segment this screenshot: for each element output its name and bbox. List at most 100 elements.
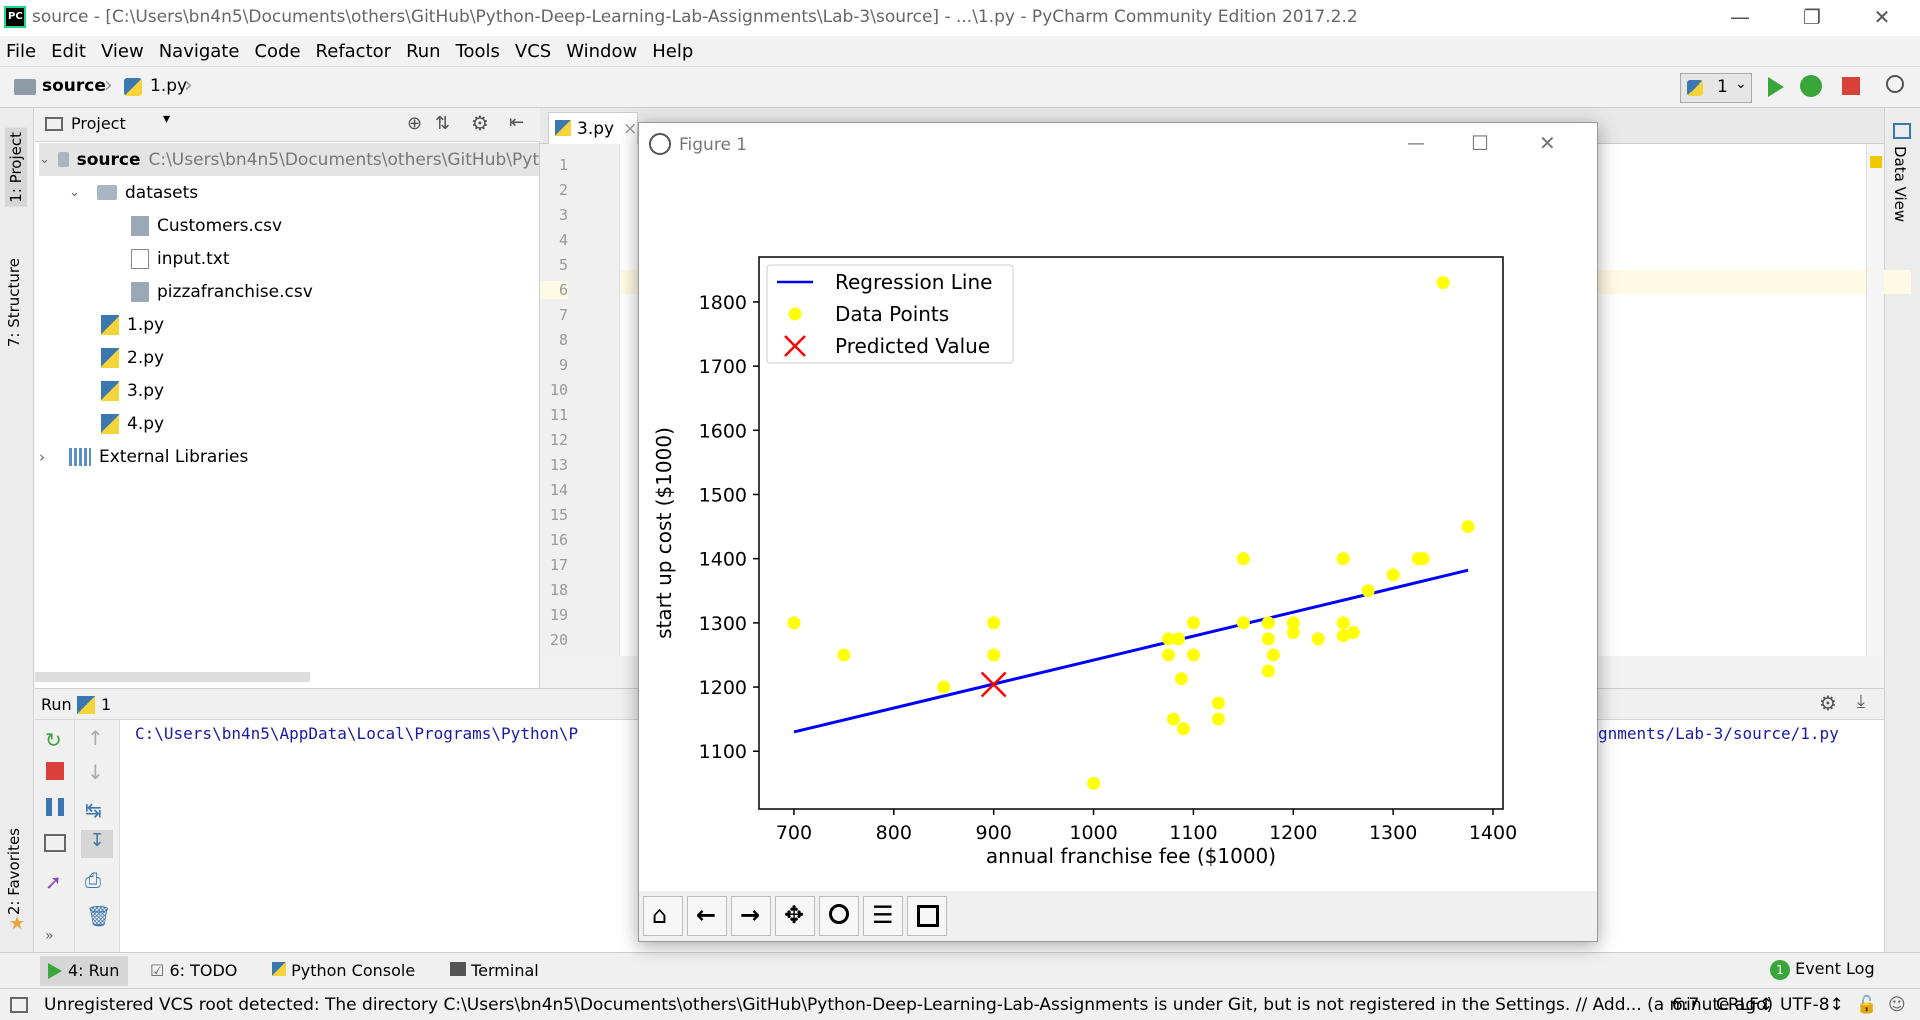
- rerun-icon[interactable]: ↻: [45, 728, 62, 752]
- stop-icon[interactable]: [46, 762, 64, 780]
- tree-item-3py[interactable]: 3.py: [101, 374, 164, 407]
- menu-edit[interactable]: Edit: [51, 40, 86, 62]
- menu-vcs[interactable]: VCS: [514, 40, 552, 62]
- title-bar: PC source - [C:\Users\bn4n5\Documents\ot…: [0, 0, 1920, 36]
- home-icon[interactable]: ⌂: [643, 896, 683, 936]
- menu-code[interactable]: Code: [254, 40, 301, 62]
- y-tick-label: 1100: [699, 741, 747, 763]
- menu-view[interactable]: View: [100, 40, 144, 62]
- layout-icon[interactable]: [44, 834, 66, 852]
- tab-todo[interactable]: ☑ 6: TODO: [150, 961, 237, 980]
- legend-point-marker: [788, 307, 802, 321]
- scroll-to-end-icon[interactable]: ↧: [81, 830, 113, 858]
- menu-refactor[interactable]: Refactor: [315, 40, 392, 62]
- figure-title-bar: Figure 1 — ☐ ✕: [639, 123, 1597, 169]
- tree-item-external-libraries[interactable]: › External Libraries: [39, 440, 248, 473]
- close-icon[interactable]: ✕: [1873, 5, 1891, 29]
- hide-panel-icon[interactable]: ⤓: [1857, 691, 1865, 712]
- gear-icon[interactable]: ⚙: [471, 111, 489, 135]
- zoom-icon[interactable]: [819, 896, 859, 936]
- editor-scrollbar[interactable]: [1866, 144, 1884, 656]
- hide-icon[interactable]: ⇤: [509, 112, 525, 133]
- minimize-icon[interactable]: —: [1730, 5, 1750, 29]
- warning-marker-icon: [1870, 156, 1882, 168]
- file-encoding[interactable]: UTF-8↕: [1780, 995, 1844, 1015]
- tree-item-customers-csv[interactable]: Customers.csv: [131, 209, 282, 242]
- tree-item-4py[interactable]: 4.py: [101, 407, 164, 440]
- tree-item-2py[interactable]: 2.py: [101, 341, 164, 374]
- stop-icon[interactable]: [1842, 77, 1860, 95]
- up-arrow-icon[interactable]: ↑: [87, 726, 104, 750]
- menu-navigate[interactable]: Navigate: [158, 40, 240, 62]
- tab-structure[interactable]: 7: Structure: [5, 258, 23, 348]
- horizontal-scrollbar[interactable]: [35, 672, 310, 682]
- search-icon[interactable]: [1886, 75, 1904, 93]
- tab-close-icon[interactable]: ×: [623, 119, 638, 139]
- restore-icon[interactable]: ❐: [1803, 5, 1821, 29]
- save-icon[interactable]: [907, 896, 947, 936]
- data-point: [1161, 632, 1175, 646]
- expand-arrow-icon[interactable]: ⌄: [69, 185, 80, 200]
- data-point: [1176, 722, 1190, 736]
- configure-subplots-icon[interactable]: ☰: [863, 896, 903, 936]
- y-axis-label: start up cost ($1000): [652, 427, 676, 639]
- tab-run[interactable]: 4: Run: [40, 956, 128, 986]
- pan-icon[interactable]: ✥: [775, 896, 815, 936]
- line-number: 8: [558, 331, 568, 349]
- breadcrumb-source[interactable]: source: [42, 76, 106, 96]
- tab-python-console[interactable]: Python Console: [272, 961, 415, 980]
- collapse-icon[interactable]: ⇅: [435, 113, 451, 134]
- project-view-select[interactable]: Project: [71, 114, 126, 133]
- tree-item-input-txt[interactable]: input.txt: [131, 242, 230, 275]
- tab-project[interactable]: 1: Project: [5, 128, 27, 207]
- menu-run[interactable]: Run: [406, 40, 441, 62]
- figure-close-icon[interactable]: ✕: [1539, 131, 1556, 155]
- tree-label: 4.py: [127, 413, 165, 434]
- dropdown-arrow-icon[interactable]: ▾: [163, 111, 171, 127]
- run-icon[interactable]: [1768, 77, 1784, 97]
- debug-icon[interactable]: [1800, 75, 1822, 97]
- target-icon[interactable]: ⊕: [407, 113, 423, 134]
- tab-3py[interactable]: 3.py ×: [548, 112, 638, 144]
- expand-arrow-icon[interactable]: ⌄: [39, 152, 50, 167]
- menu-file[interactable]: File: [6, 40, 37, 62]
- lock-icon[interactable]: 🔓: [1856, 995, 1878, 1015]
- tree-item-datasets[interactable]: ⌄ datasets: [69, 176, 198, 209]
- figure-maximize-icon[interactable]: ☐: [1471, 131, 1489, 155]
- down-arrow-icon[interactable]: ↓: [87, 760, 104, 784]
- data-point: [1166, 712, 1180, 726]
- soft-wrap-icon[interactable]: ↹: [85, 798, 102, 822]
- run-config-select[interactable]: 1 ⌄: [1680, 73, 1752, 103]
- breadcrumb-1py[interactable]: 1.py: [150, 76, 188, 96]
- pin-icon[interactable]: ➚: [45, 870, 62, 894]
- status-message[interactable]: Unregistered VCS root detected: The dire…: [44, 995, 1774, 1015]
- trash-icon[interactable]: 🗑: [86, 904, 112, 928]
- line-separator[interactable]: CRLF↕: [1716, 995, 1774, 1015]
- figure-title: Figure 1: [679, 135, 748, 155]
- print-icon[interactable]: ⎙: [85, 868, 101, 892]
- cursor-position[interactable]: 6:7: [1672, 995, 1700, 1015]
- tab-favorites[interactable]: 2: Favorites: [5, 828, 23, 916]
- tree-item-1py[interactable]: 1.py: [101, 308, 164, 341]
- expand-icon[interactable]: »: [45, 928, 54, 944]
- menu-help[interactable]: Help: [652, 40, 694, 62]
- run-icon: [48, 963, 62, 979]
- figure-minimize-icon[interactable]: —: [1407, 133, 1425, 154]
- inspector-icon[interactable]: ☺: [1888, 995, 1906, 1015]
- gear-icon[interactable]: ⚙: [1819, 691, 1837, 715]
- expand-arrow-icon[interactable]: ›: [39, 447, 45, 466]
- back-arrow-icon[interactable]: ←: [687, 896, 727, 936]
- forward-arrow-icon[interactable]: →: [731, 896, 771, 936]
- menu-window[interactable]: Window: [566, 40, 638, 62]
- pause-icon[interactable]: [46, 798, 64, 816]
- menu-tools[interactable]: Tools: [455, 40, 500, 62]
- tab-data-view[interactable]: Data View: [1891, 146, 1909, 223]
- status-toggle-icon[interactable]: [10, 997, 28, 1013]
- tree-label: External Libraries: [99, 446, 249, 467]
- predicted-value-layer: [980, 671, 1007, 698]
- tree-item-pizzafranchise-csv[interactable]: pizzafranchise.csv: [131, 275, 313, 308]
- python-icon: [272, 962, 286, 976]
- event-log[interactable]: 1 Event Log: [1770, 959, 1875, 980]
- tab-terminal[interactable]: Terminal: [450, 961, 539, 980]
- tree-root[interactable]: ⌄ source C:\Users\bn4n5\Documents\others…: [39, 143, 539, 176]
